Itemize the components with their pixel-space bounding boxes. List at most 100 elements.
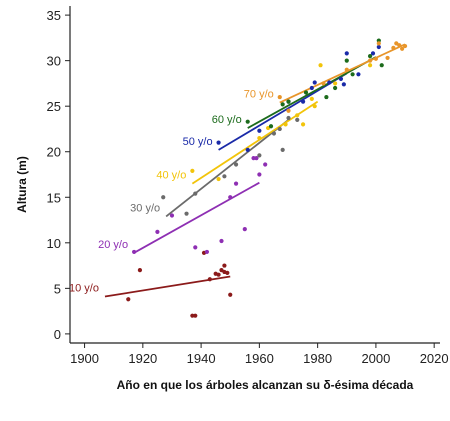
data-point <box>184 211 189 216</box>
trend-line <box>133 181 260 254</box>
data-point <box>286 108 291 113</box>
data-point <box>280 147 285 153</box>
data-point <box>271 131 277 136</box>
data-point <box>402 43 408 49</box>
data-point <box>254 156 259 161</box>
data-point <box>216 140 221 145</box>
data-point <box>385 55 390 61</box>
data-point <box>216 176 221 182</box>
data-point <box>344 58 349 63</box>
data-point <box>257 135 262 141</box>
series-labels: 10 y/o 20 y/o 30 y/o 40 y/o 50 y/o 60 y/o 70 y… <box>69 89 274 295</box>
data-point <box>370 51 376 56</box>
axes <box>69 6 440 344</box>
data-point <box>126 297 131 302</box>
data-point <box>350 72 355 77</box>
data-point <box>193 313 198 318</box>
data-point <box>344 51 349 56</box>
series-label: 60 y/o <box>212 114 242 126</box>
data-point <box>367 63 373 68</box>
data-point <box>367 58 373 63</box>
data-point <box>257 128 262 133</box>
data-point <box>233 162 239 167</box>
series-label: 20 y/o <box>98 239 128 251</box>
data-point <box>356 72 361 77</box>
data-point <box>303 90 309 95</box>
x-tick-label: 1920 <box>128 351 157 366</box>
data-point <box>190 168 195 173</box>
data-point <box>321 81 326 86</box>
data-point <box>309 85 314 91</box>
data-point <box>373 56 379 61</box>
data-point <box>376 44 381 50</box>
data-point <box>228 195 233 200</box>
trend-line <box>165 119 290 218</box>
data-point <box>222 174 227 179</box>
x-tick-label: 2000 <box>361 351 390 366</box>
data-point <box>286 115 291 121</box>
data-point <box>312 80 317 85</box>
y-tick-label: 20 <box>47 145 61 160</box>
y-tick-label: 35 <box>47 8 61 23</box>
x-tick-label: 1940 <box>187 351 216 366</box>
data-point <box>131 249 137 255</box>
data-point <box>137 268 143 273</box>
data-point <box>216 272 221 277</box>
data-point <box>263 162 268 167</box>
data-point <box>341 82 346 87</box>
x-axis-title: Año en que los árboles alcanzan su δ-ési… <box>117 378 414 392</box>
data-point <box>257 153 262 158</box>
data-point <box>219 238 224 244</box>
data-point <box>193 245 198 250</box>
data-point <box>245 119 250 124</box>
series-label: 70 y/o <box>244 89 274 101</box>
data-point <box>268 124 274 129</box>
data-point <box>190 313 195 318</box>
trend-line <box>247 56 377 129</box>
data-point <box>300 99 306 104</box>
series-label: 10 y/o <box>69 283 99 295</box>
data-point <box>207 277 212 282</box>
data-point <box>225 270 230 275</box>
data-point <box>309 96 314 102</box>
y-axis-title: Altura (m) <box>15 156 29 213</box>
data-point <box>312 104 317 109</box>
data-point <box>283 122 288 127</box>
x-tick-label: 1980 <box>303 351 332 366</box>
data-point <box>295 117 300 122</box>
series-label: 50 y/o <box>183 136 213 148</box>
y-tick-label: 25 <box>47 99 61 114</box>
data-point <box>251 156 256 161</box>
data-point <box>327 80 332 85</box>
data-point <box>318 63 323 68</box>
trend-lines <box>104 43 406 298</box>
data-point <box>338 76 344 81</box>
y-tick-label: 15 <box>47 190 61 205</box>
data-point <box>333 81 338 86</box>
data-point <box>286 99 291 104</box>
data-point <box>277 94 282 100</box>
y-tick-label: 30 <box>47 54 61 69</box>
data-point <box>280 102 285 107</box>
data-point <box>257 172 262 177</box>
data-point <box>277 126 282 132</box>
data-point <box>228 292 233 297</box>
data-point <box>295 113 300 118</box>
trend-line <box>218 72 348 151</box>
y-tick-label: 5 <box>54 281 61 296</box>
x-tick-label: 2020 <box>420 351 449 366</box>
data-point <box>376 41 381 46</box>
data-point <box>391 45 396 50</box>
x-tick-label: 1900 <box>70 351 99 366</box>
data-point <box>193 191 198 196</box>
data-point <box>367 53 373 59</box>
data-point <box>233 181 239 186</box>
data-point <box>344 67 349 72</box>
data-point <box>245 147 250 153</box>
data-point <box>161 195 166 200</box>
x-tick-label: 1960 <box>245 351 274 366</box>
y-tick-label: 10 <box>47 236 61 251</box>
series-label: 30 y/o <box>130 202 160 214</box>
data-point <box>333 85 338 91</box>
